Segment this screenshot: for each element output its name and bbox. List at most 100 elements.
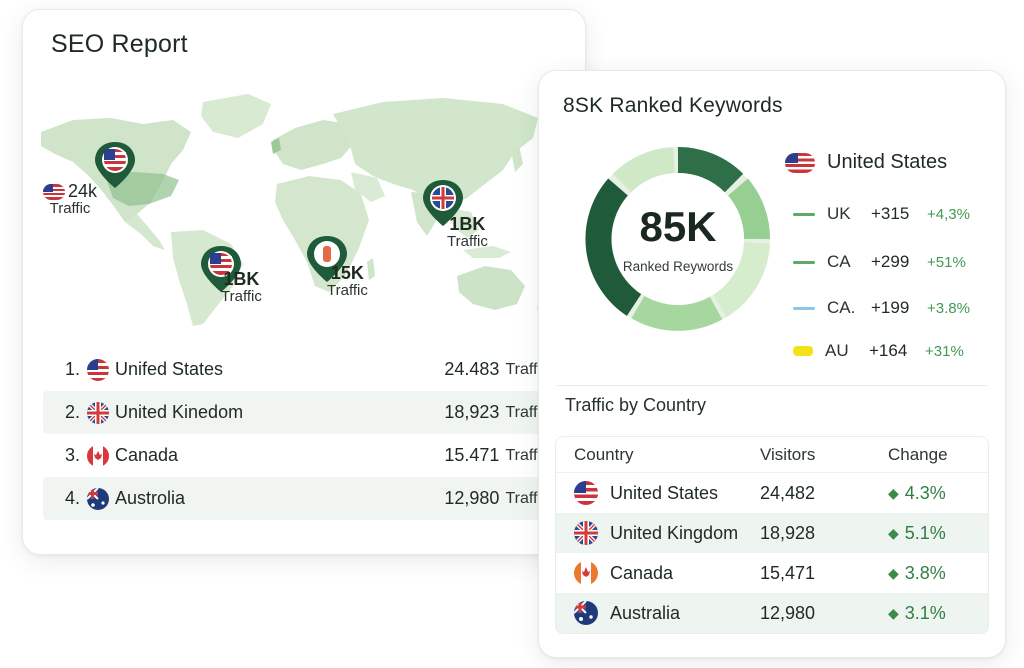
seo-report-card: SEO Report: [22, 9, 586, 555]
legend-item: CA +299 +51%: [793, 252, 966, 272]
donut-segment-light-right: [712, 241, 770, 318]
country-name: Canada: [115, 445, 179, 465]
table-row[interactable]: United States 24,482 ◆ 4.3%: [556, 473, 988, 513]
country-name: Australia: [610, 602, 681, 623]
donut-segment-mid-bottom: [631, 295, 723, 331]
country-cell: Australia: [556, 601, 742, 625]
world-map: [41, 94, 545, 326]
donut-segment-dark-top: [677, 146, 744, 193]
legend-pct: +51%: [927, 253, 966, 271]
visitors-cell: 18,928: [760, 522, 816, 543]
change-value: 4.3%: [904, 482, 946, 503]
pin-label-africa: 15K Traffic: [327, 264, 368, 299]
country-name: United States: [610, 482, 719, 503]
map-pin-africa: [307, 236, 347, 282]
legend-swatch: [793, 306, 815, 310]
ranked-keywords-title: 8SK Ranked Keywords: [563, 94, 783, 117]
column-header-change[interactable]: Change: [888, 444, 948, 464]
legend-item: AU +164 +31%: [793, 341, 964, 361]
change-value: 3.1%: [904, 602, 946, 623]
map-greenland: [201, 94, 271, 138]
country-name: Canada: [610, 562, 674, 583]
legend-pct: +31%: [925, 342, 964, 360]
map-africa: [275, 176, 369, 292]
list-item[interactable]: 1. Unifed States 24.483 Traffic: [43, 348, 557, 391]
legend-pct: +4,3%: [927, 205, 970, 223]
legend-item: CA. +199 +3.8%: [793, 298, 970, 318]
table-row[interactable]: Australia 12,980 ◆ 3.1%: [556, 593, 988, 633]
traffic-table: Country Visitors Change United States 24…: [555, 436, 989, 634]
traffic-value: 12,980: [444, 488, 500, 508]
pin-unit-brazil: Traffic: [221, 287, 262, 305]
table-row[interactable]: United Kingdom 18,928 ◆ 5.1%: [556, 513, 988, 553]
donut-value: 85K: [639, 203, 717, 250]
pin-unit-africa: Traffic: [327, 281, 368, 299]
donut-segment-light-top: [612, 147, 676, 193]
country-name: United Kinedom: [115, 402, 244, 422]
traffic-value: 18,923: [444, 402, 500, 422]
change-value: 5.1%: [904, 522, 946, 543]
us-flag-icon: [574, 481, 598, 505]
donut-hole: [612, 173, 744, 305]
pin-unit-us: Traffic: [49, 199, 91, 217]
change-cell: ◆ 4.3%: [868, 483, 988, 504]
map-indonesia: [463, 246, 511, 258]
ca-flag-icon: [574, 561, 598, 585]
ca-flag-icon: [87, 444, 109, 467]
change-value: 3.8%: [904, 562, 946, 583]
trend-up-icon: ◆: [888, 564, 899, 581]
country-name: United Kingdom: [610, 522, 739, 543]
legend-code: UK: [827, 204, 851, 223]
list-item[interactable]: 4. Austrolia 12,980 Traffic: [43, 477, 557, 520]
legend-swatch: [793, 212, 815, 216]
donut-segment-mid-right: [727, 178, 771, 240]
pin-label-us: 24k Traffic: [43, 182, 97, 217]
rank-number: 3.: [65, 445, 81, 465]
keywords-donut-chart: [585, 146, 771, 331]
pin-unit-asia: Traffic: [447, 232, 488, 250]
legend-swatch: [793, 260, 815, 264]
legend-count: +199: [871, 298, 910, 317]
us-flag-icon: [785, 152, 815, 173]
ranked-keywords-card: 8SK Ranked Keywords 85K Ranked Reywords …: [538, 70, 1006, 658]
legend-swatch: [793, 346, 813, 356]
legend-count: +164: [869, 341, 908, 360]
map-southeast-asia: [449, 208, 479, 238]
pin-label-asia: 1BK Traffic: [447, 215, 488, 250]
rank-number: 2.: [65, 402, 81, 422]
legend-code: CA.: [827, 298, 856, 317]
country-cell: Canada: [556, 561, 742, 585]
pin-value-africa: 15K: [330, 263, 364, 283]
map-pin-brazil: [201, 246, 241, 292]
country-cell: United Kingdom: [556, 521, 742, 545]
map-pin-asia: [423, 180, 463, 226]
map-asia: [333, 98, 538, 206]
us-flag-icon: [87, 358, 109, 381]
uk-flag-icon: [574, 521, 598, 545]
country-ranking-list: 1. Unifed States 24.483 Traffic 2. Unite…: [43, 348, 557, 520]
au-flag-icon: [574, 601, 598, 625]
column-header-visitors[interactable]: Visitors: [760, 444, 816, 464]
trend-up-icon: ◆: [888, 524, 899, 541]
map-australia: [457, 266, 525, 310]
map-usa-highlight: [105, 172, 179, 206]
pin-label-brazil: 1BK Traffic: [221, 270, 262, 305]
change-cell: ◆ 5.1%: [868, 523, 988, 544]
legend-code: AU: [825, 341, 849, 360]
country-name: Unifed States: [115, 359, 224, 379]
column-header-country[interactable]: Country: [574, 444, 634, 464]
divider: [557, 385, 987, 386]
map-uk: [271, 138, 281, 154]
table-row[interactable]: Canada 15,471 ◆ 3.8%: [556, 553, 988, 593]
map-madagascar: [367, 258, 375, 280]
legend-header-label: United States: [827, 151, 948, 173]
pin-value-brazil: 1BK: [223, 269, 260, 289]
traffic-value: 24.483: [444, 359, 500, 379]
list-item[interactable]: 3. Canada 15.471 Traffic: [43, 434, 557, 477]
country-name: Austrolia: [115, 488, 186, 508]
rank-number: 4.: [65, 488, 81, 508]
visitors-cell: 15,471: [760, 562, 816, 583]
map-middle-east: [351, 172, 385, 202]
country-cell: United States: [556, 481, 742, 505]
list-item[interactable]: 2. United Kinedom 18,923 Traffic: [43, 391, 557, 434]
